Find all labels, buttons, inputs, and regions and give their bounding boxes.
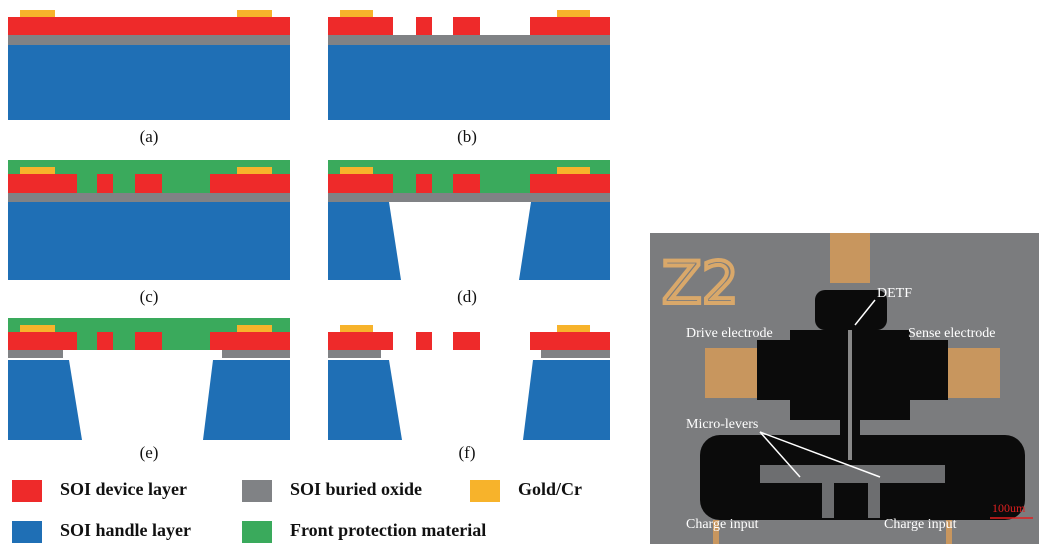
label-charge: Charge input (686, 517, 759, 532)
label-charge: Charge input (884, 517, 957, 532)
label-drive: Drive electrode (686, 326, 773, 341)
legend-label: Front protection material (290, 520, 486, 540)
legend-swatch (470, 480, 500, 502)
legend-label: Gold/Cr (518, 479, 582, 499)
legend-swatch (242, 521, 272, 543)
panel-label: (d) (457, 287, 477, 306)
panel-label: (b) (457, 127, 477, 146)
figure: (a) (b) (c) (d) (e) (0, 0, 1039, 544)
legend-label: SOI device layer (60, 479, 187, 499)
panel-label: (c) (140, 287, 159, 306)
legend-swatch (12, 521, 42, 543)
legend-label: SOI handle layer (60, 520, 191, 540)
legend-label: SOI buried oxide (290, 479, 422, 499)
label-detf: DETF (877, 286, 912, 301)
chip-mark: Z2 (662, 249, 739, 317)
label-sense: Sense electrode (908, 326, 995, 341)
label-levers: Micro-levers (686, 417, 758, 432)
panel-b: (b) (328, 10, 610, 146)
legend-swatch (242, 480, 272, 502)
scale-bar-label: 100um (992, 501, 1026, 515)
micrograph: Z2 DETF Drive electrode Sense electrode … (650, 233, 1039, 544)
panel-label: (f) (459, 443, 476, 462)
panel-label: (a) (140, 127, 159, 146)
panel-e: (e) (8, 318, 290, 462)
panel-a: (a) (8, 10, 290, 146)
legend-swatch (12, 480, 42, 502)
panel-f: (f) (328, 325, 610, 462)
panel-d: (d) (328, 160, 610, 306)
legend: SOI device layer SOI buried oxide Gold/Cr S… (12, 479, 582, 543)
panel-c: (c) (8, 160, 290, 306)
panel-label: (e) (140, 443, 159, 462)
